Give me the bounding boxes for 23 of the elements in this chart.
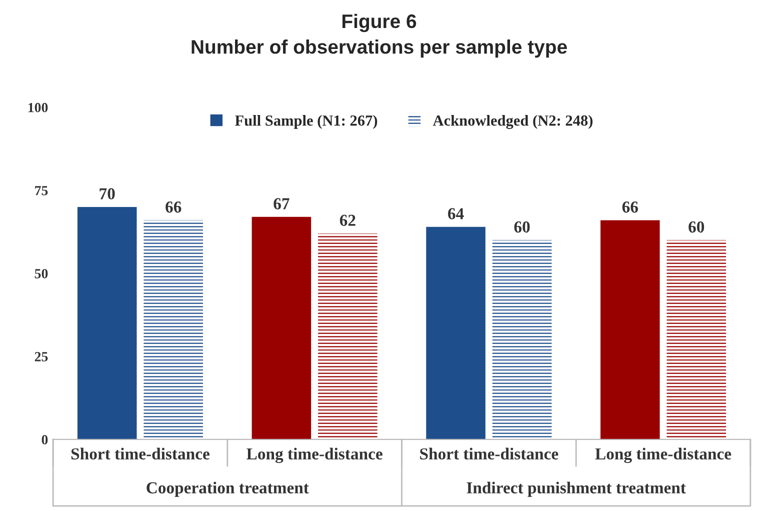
chart-subtitle: Number of observations per sample type: [192, 39, 567, 58]
chart-title: Figure 6: [342, 14, 416, 32]
text: Indirect punishment treatment: [466, 482, 686, 497]
y-tick-label: 0: [42, 435, 48, 444]
data-label: 66: [166, 201, 182, 213]
text: Cooperation treatment: [146, 482, 309, 497]
x-tick-label: Short time-distance: [420, 448, 558, 460]
legend-label: Full Sample (N1: 267): [235, 114, 378, 129]
y-tick-label: 50: [34, 268, 48, 278]
x-tick-label: Short time-distance: [71, 448, 210, 460]
data-label: 70: [100, 188, 115, 200]
y-tick-label: 25: [34, 352, 48, 362]
data-label: 62: [340, 214, 356, 226]
data-label: 60: [514, 221, 530, 233]
data-label: 66: [622, 201, 638, 213]
data-label: 60: [688, 221, 704, 233]
legend-label: Acknowledged (N2: 248): [432, 114, 592, 129]
y-tick-label: 100: [28, 102, 48, 112]
y-tick-label: 75: [35, 186, 48, 196]
x-tick-label: Long time-distance: [246, 448, 382, 464]
x-tick-label: Long time-distance: [595, 448, 732, 464]
data-label: 64: [448, 208, 464, 220]
data-label: 67: [274, 198, 290, 210]
